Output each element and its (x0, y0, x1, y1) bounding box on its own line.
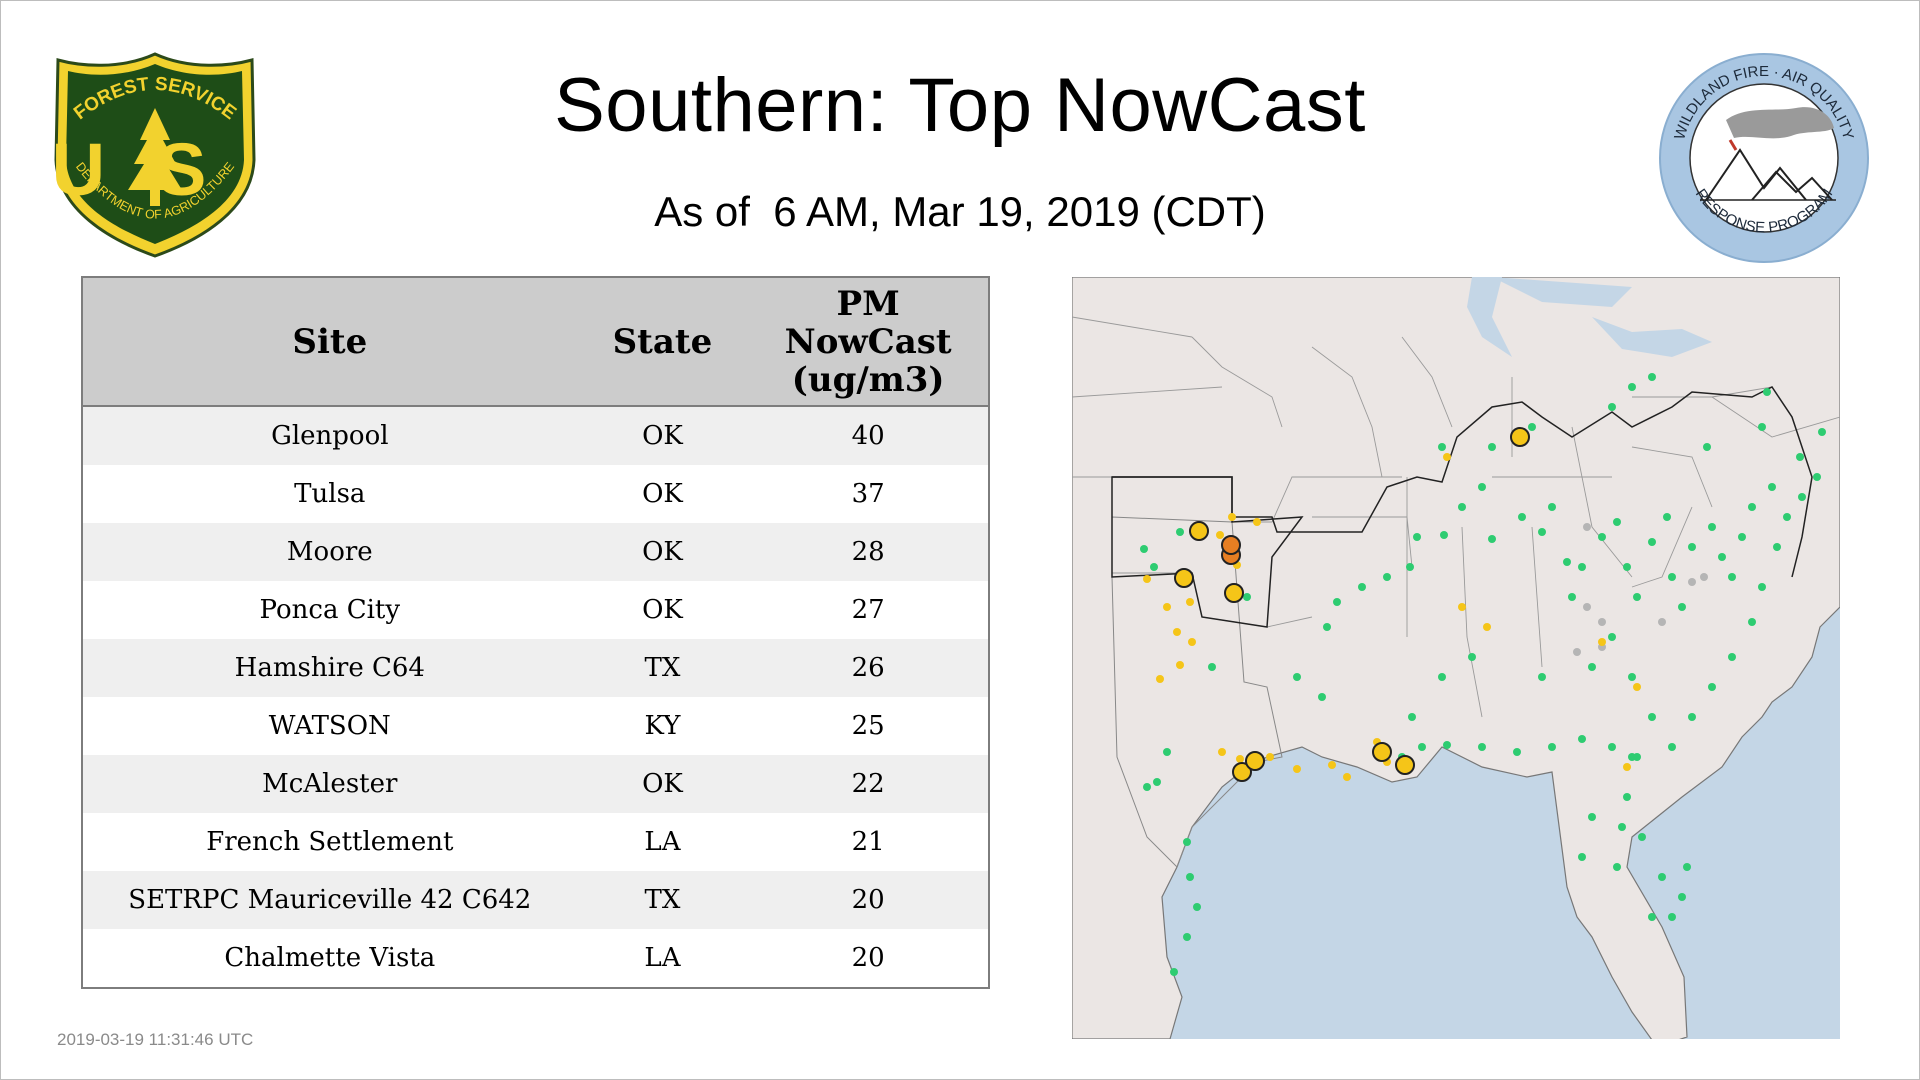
cell-site: SETRPC Mauriceville 42 C642 (82, 871, 577, 929)
page-subtitle: As of 6 AM, Mar 19, 2019 (CDT) (654, 188, 1266, 235)
table-row: Ponca City OK 27 (82, 581, 989, 639)
table-row: Tulsa OK 37 (82, 465, 989, 523)
nowcast-table: Site State PM NowCast (ug/m3) Glenpool O… (81, 276, 990, 989)
table-row: Chalmette Vista LA 20 (82, 929, 989, 988)
lake-huron (1492, 277, 1632, 307)
header-nowcast-line2: NowCast (784, 321, 952, 362)
cell-value: 21 (748, 813, 989, 871)
cell-state: TX (576, 639, 749, 697)
table-row: Hamshire C64 TX 26 (82, 639, 989, 697)
cell-state: OK (576, 755, 749, 813)
header-site: Site (82, 277, 577, 407)
cell-value: 27 (748, 581, 989, 639)
wildland-fire-logo: WILDLAND FIRE · AIR QUALITY RESPONSE PRO… (1659, 53, 1869, 263)
cell-value: 26 (748, 639, 989, 697)
cell-site: Moore (82, 523, 577, 581)
render-timestamp: 2019-03-19 11:31:46 UTC (57, 1030, 254, 1049)
southern-region-border (1112, 386, 1813, 578)
cell-value: 22 (748, 755, 989, 813)
cell-site: WATSON (82, 697, 577, 755)
cell-state: OK (576, 406, 749, 465)
cell-value: 37 (748, 465, 989, 523)
cell-state: TX (576, 871, 749, 929)
large-yellow-markers (1174, 427, 1530, 782)
lake-michigan (1467, 277, 1512, 357)
table-row: French Settlement LA 21 (82, 813, 989, 871)
cell-site: Chalmette Vista (82, 929, 577, 988)
table-header-row: Site State PM NowCast (ug/m3) (82, 277, 989, 407)
table-row: SETRPC Mauriceville 42 C642 TX 20 (82, 871, 989, 929)
header-nowcast-line3: (ug/m3) (791, 359, 945, 400)
cell-value: 25 (748, 697, 989, 755)
lake-erie (1592, 317, 1712, 357)
grey-monitor-markers (1573, 523, 1708, 656)
cell-site: Hamshire C64 (82, 639, 577, 697)
table-row: Moore OK 28 (82, 523, 989, 581)
cell-site: Ponca City (82, 581, 577, 639)
orange-monitor-markers (1221, 535, 1241, 565)
cell-site: French Settlement (82, 813, 577, 871)
smoke-mountains-icon (1700, 107, 1836, 201)
cell-state: OK (576, 523, 749, 581)
fs-letters: US (52, 128, 259, 211)
cell-site: Tulsa (82, 465, 577, 523)
cell-state: KY (576, 697, 749, 755)
forest-service-logo: FOREST SERVICE US DEPARTMENT OF AGRICULT… (52, 52, 259, 258)
cell-value: 20 (748, 871, 989, 929)
table-row: WATSON KY 25 (82, 697, 989, 755)
cell-value: 40 (748, 406, 989, 465)
cell-state: OK (576, 581, 749, 639)
cell-value: 20 (748, 929, 989, 988)
header-state: State (576, 277, 749, 407)
table-row: Glenpool OK 40 (82, 406, 989, 465)
texas-outline (1111, 516, 1283, 868)
green-monitor-markers (1140, 373, 1826, 976)
header-nowcast-line1: PM (836, 283, 900, 324)
monitor-map (1072, 277, 1840, 1039)
cell-state: OK (576, 465, 749, 523)
cell-state: LA (576, 813, 749, 871)
pine-tree-icon (128, 108, 182, 206)
yellow-monitor-markers (1143, 453, 1641, 781)
cell-value: 28 (748, 523, 989, 581)
page-title: Southern: Top NowCast (554, 63, 1366, 148)
cell-state: LA (576, 929, 749, 988)
header-nowcast: PM NowCast (ug/m3) (748, 277, 989, 407)
table-row: McAlester OK 22 (82, 755, 989, 813)
cell-site: McAlester (82, 755, 577, 813)
cell-site: Glenpool (82, 406, 577, 465)
